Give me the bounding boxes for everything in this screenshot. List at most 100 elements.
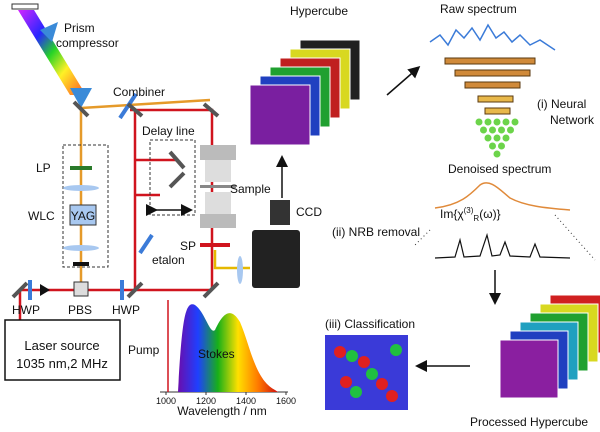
guide: [414, 214, 596, 261]
sample-slide: [200, 185, 236, 188]
label: (ii) NRB removal: [332, 225, 420, 239]
label: LP: [36, 161, 51, 175]
label: R: [473, 214, 479, 223]
label: (ω)}: [479, 207, 500, 221]
optical-setup: Prism compressor Combiner Delay line LP …: [4, 3, 322, 381]
arrow: [40, 284, 50, 296]
label: Sample: [230, 182, 271, 196]
label: HWP: [112, 303, 140, 317]
label: Raw spectrum: [440, 2, 517, 16]
label: (3): [464, 206, 474, 215]
mirror: [11, 3, 39, 10]
objective: [205, 192, 231, 214]
node: [484, 134, 492, 142]
node: [498, 126, 505, 134]
filter: [73, 262, 89, 266]
wlc-box: [62, 144, 109, 268]
label: SP: [180, 239, 196, 253]
label: (i) Neural: [537, 97, 586, 111]
beam: [18, 10, 86, 95]
network: [444, 57, 536, 115]
node: [480, 126, 487, 134]
label: YAG: [71, 209, 95, 223]
x-tick-label: 1000: [156, 396, 176, 406]
sp-filter: [200, 243, 230, 247]
label: Stokes: [198, 347, 235, 361]
label: 1035 nm,2 MHz: [16, 356, 108, 371]
etalon: [138, 233, 154, 255]
mirror: [202, 281, 220, 299]
denoised-curve: [434, 182, 571, 211]
mirror: [202, 102, 220, 118]
ccd-lens: [270, 200, 290, 225]
nrb-curve: [434, 232, 571, 259]
mirror: [168, 171, 186, 189]
node: [489, 142, 496, 150]
node: [498, 142, 505, 150]
mirror: [11, 281, 29, 299]
hypercubes: [249, 39, 600, 399]
lens: [63, 185, 99, 191]
node: [502, 134, 510, 142]
x-tick-label: 1400: [236, 396, 256, 406]
arrow: [386, 66, 421, 96]
objective: [205, 160, 231, 182]
x-tick-label: 1200: [196, 396, 216, 406]
label: Delay line: [142, 124, 195, 138]
mirror: [126, 281, 144, 299]
laser-box: [4, 319, 121, 381]
node: [493, 118, 501, 126]
label: Im{χ: [440, 207, 464, 221]
label: Laser source: [24, 338, 99, 353]
label: etalon: [152, 253, 185, 267]
pbs: [73, 281, 89, 297]
x-tick-label: 1600: [276, 396, 296, 406]
pipeline: Hypercube Raw spectrum (i) Neural Networ…: [276, 2, 596, 429]
spectrum-inset: Pump Stokes Wavelength / nm 1000 1200 1400…: [128, 300, 296, 418]
label: Prism: [64, 21, 95, 35]
network-nodes: [475, 118, 519, 158]
label: Hypercube: [290, 4, 348, 18]
node: [484, 118, 492, 126]
hypercube-layer: [499, 339, 559, 399]
stokes-area: [178, 304, 278, 392]
mirror: [72, 100, 90, 118]
label: CCD: [296, 205, 322, 219]
prism: [40, 22, 58, 42]
label: Processed Hypercube: [470, 415, 588, 429]
node: [507, 126, 514, 134]
mirror: [126, 102, 144, 118]
node: [493, 134, 501, 142]
label: Pump: [128, 343, 160, 357]
lens: [237, 256, 243, 284]
beam: [213, 250, 250, 270]
label: Combiner: [113, 85, 165, 99]
node: [475, 118, 483, 126]
lp-filter: [70, 166, 92, 170]
node: [489, 126, 496, 134]
ccd-camera: [252, 230, 300, 288]
classified-cells: [334, 344, 402, 402]
node: [511, 118, 519, 126]
label: Im{χ(3)R(ω)}: [440, 206, 501, 223]
label: PBS: [68, 303, 92, 317]
axis-label: Wavelength / nm: [177, 404, 267, 418]
label: (iii) Classification: [325, 317, 415, 331]
lens: [63, 245, 99, 251]
objective: [200, 214, 236, 228]
prism: [70, 88, 92, 108]
yag-crystal: [69, 204, 97, 226]
node: [502, 118, 510, 126]
objective: [200, 145, 236, 160]
raw-curve: [429, 23, 556, 51]
label: Denoised spectrum: [448, 162, 551, 176]
hypercube-layer: [249, 84, 311, 146]
beam: [80, 98, 211, 110]
delay-box: [149, 139, 196, 216]
label: HWP: [12, 303, 40, 317]
mirror: [168, 150, 186, 170]
label: Network: [550, 113, 595, 127]
label: compressor: [56, 36, 119, 50]
node: [493, 150, 501, 158]
